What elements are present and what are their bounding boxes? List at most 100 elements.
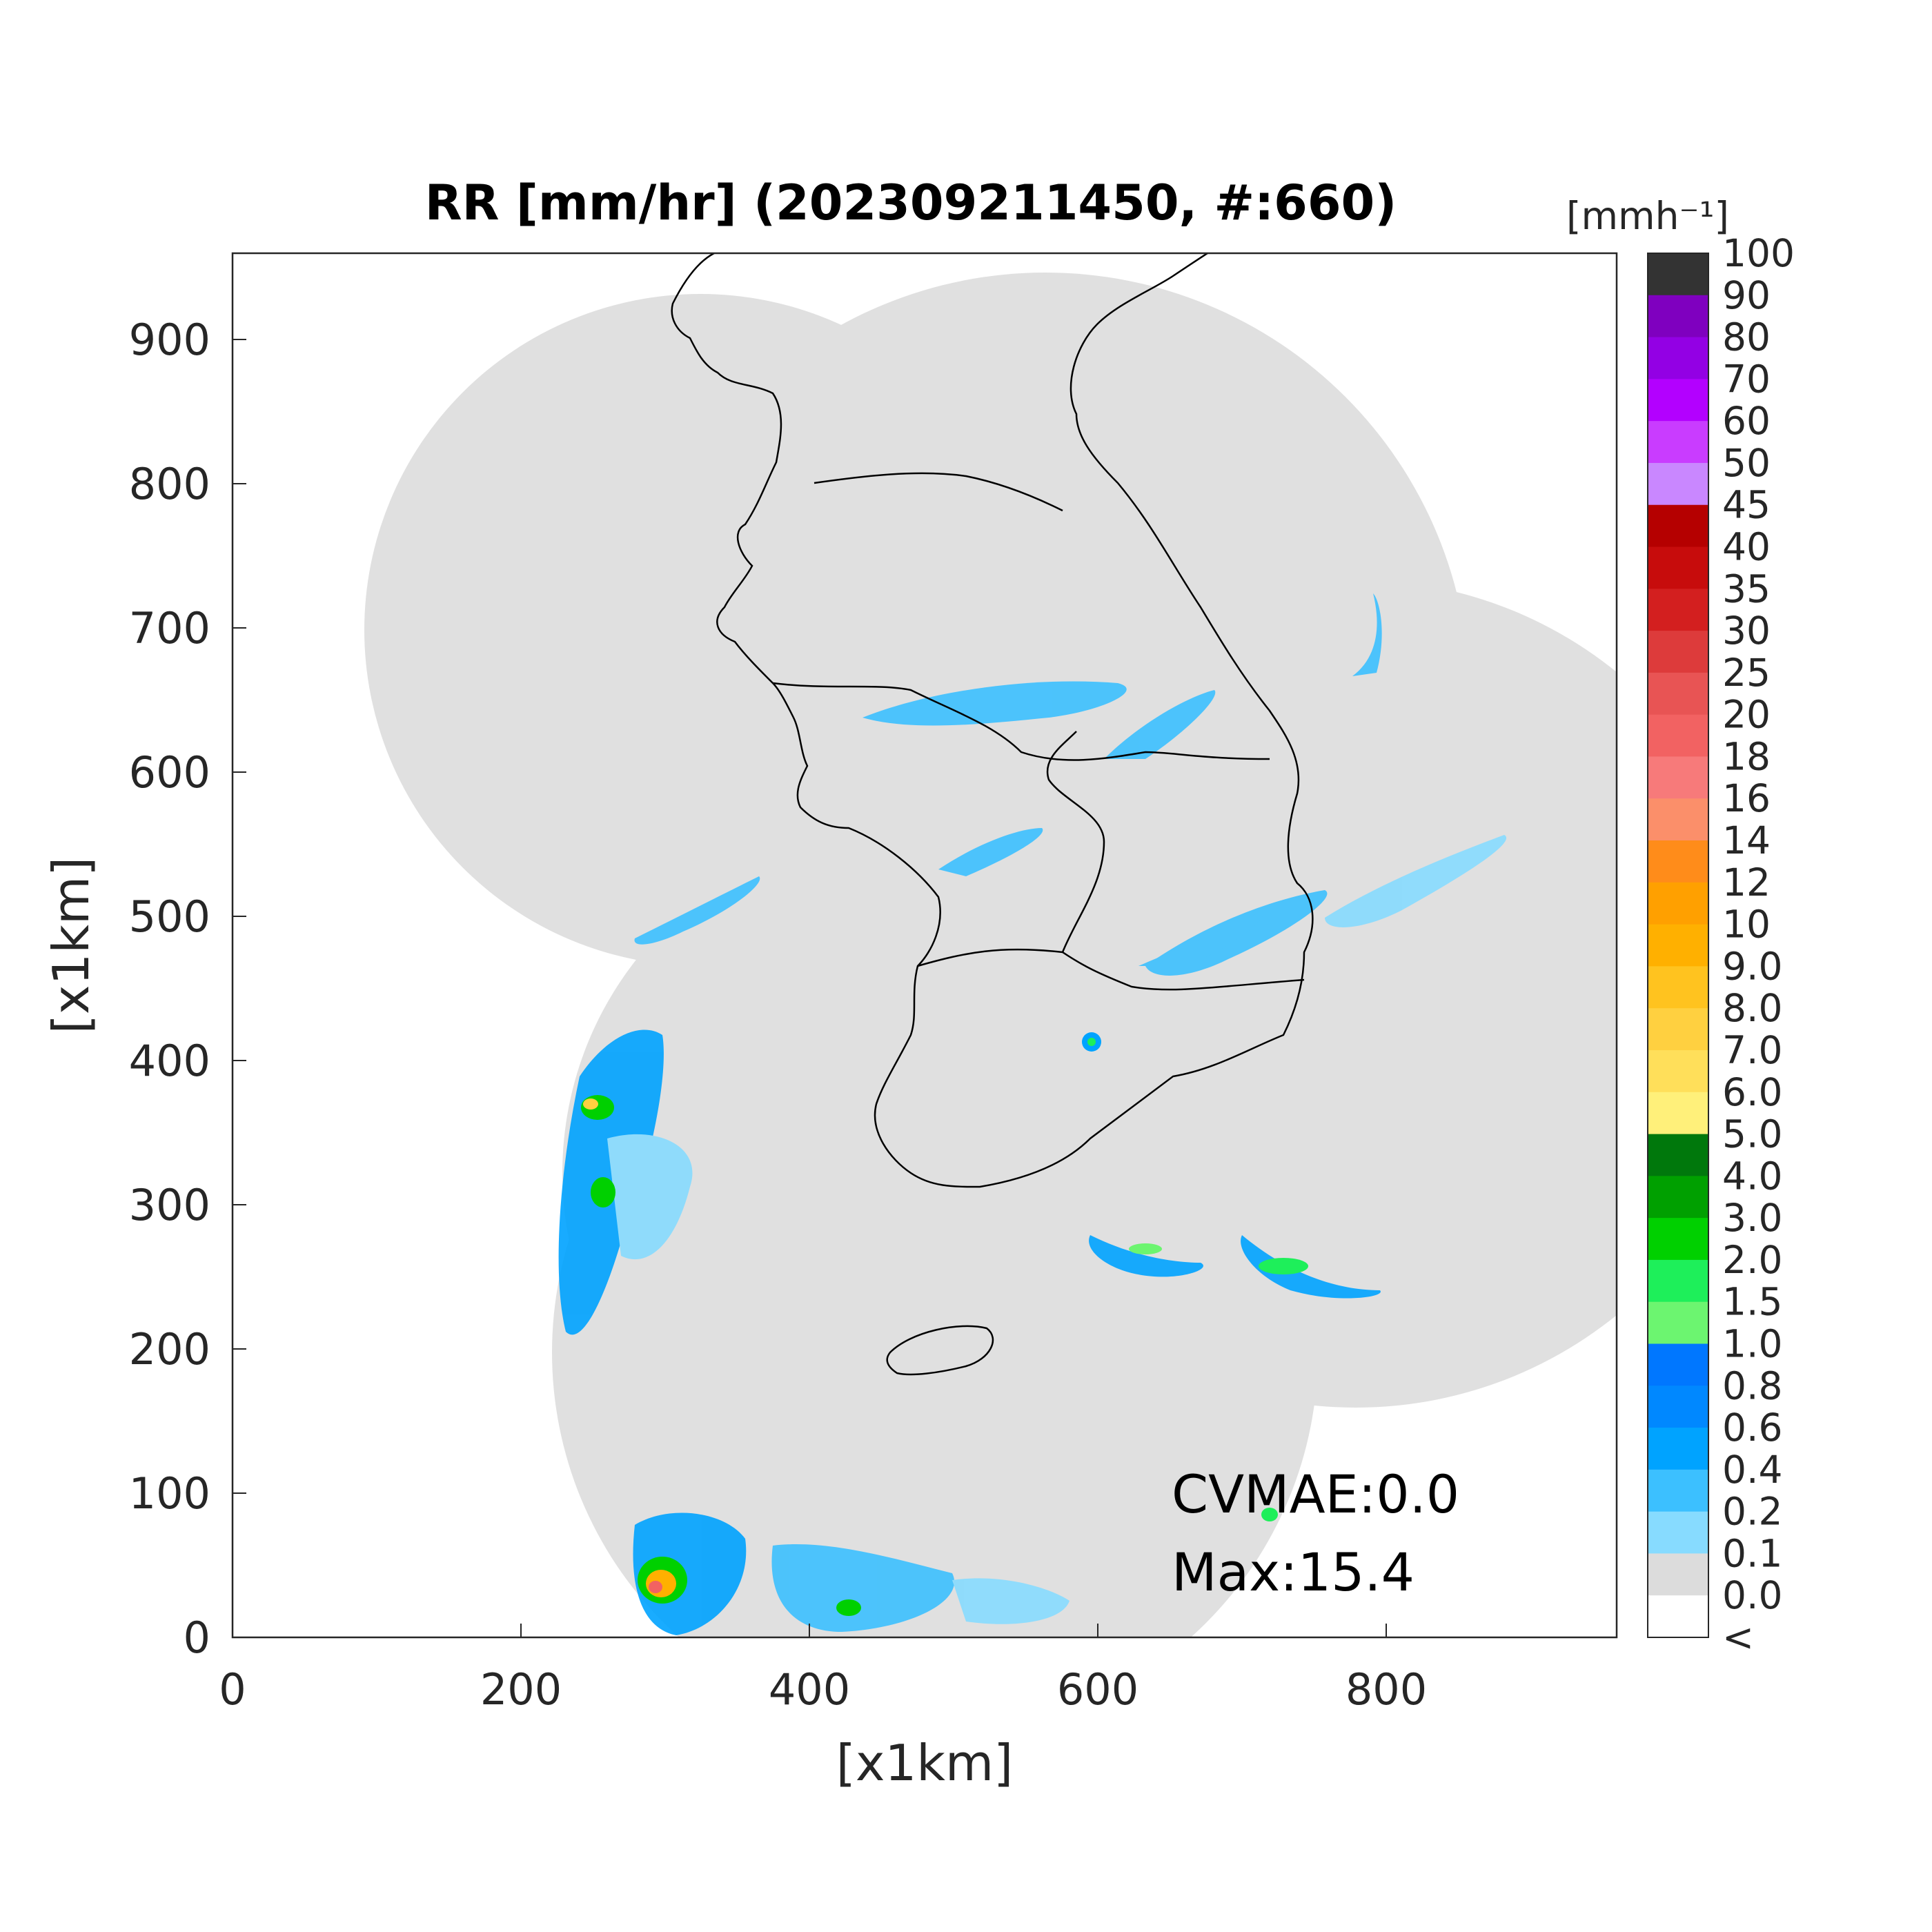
colorbar-level-label: 16 [1722, 776, 1771, 820]
colorbar-level-label: 40 [1722, 525, 1771, 569]
cell-green-southeast-2 [1129, 1243, 1162, 1254]
y-tick-label: 0 [184, 1613, 210, 1663]
x-tick-label: 600 [1057, 1664, 1138, 1715]
cell-green-south-2 [836, 1599, 861, 1616]
x-axis-ticks [232, 1624, 1387, 1637]
colorbar-level-label: 0.2 [1722, 1490, 1782, 1534]
colorbar-swatch [1648, 337, 1708, 379]
echo-band-central [862, 681, 1127, 726]
cell-green-far-southeast [1261, 1508, 1278, 1521]
colorbar-level-label: 1.5 [1722, 1280, 1782, 1324]
colorbar-swatch [1648, 421, 1708, 464]
colorbar-level-label: 70 [1722, 357, 1771, 401]
colorbar-level-label: 1.0 [1722, 1321, 1782, 1366]
cvmae-annotation: CVMAE:0.0 [1172, 1463, 1459, 1525]
colorbar-level-label: 50 [1722, 441, 1771, 485]
colorbar-swatch [1648, 379, 1708, 422]
colorbar-swatch [1648, 882, 1708, 925]
x-axis-label: [x1km] [836, 1734, 1013, 1792]
echo-cluster-west-2 [607, 1134, 693, 1260]
colorbar-level-label: 14 [1722, 818, 1771, 862]
colorbar-swatch [1648, 1595, 1708, 1638]
echo-band-southeast-2 [1241, 1235, 1381, 1299]
cell-center-core [1087, 1038, 1096, 1046]
y-tick-label: 200 [129, 1324, 210, 1374]
colorbar-swatch [1648, 966, 1708, 1009]
y-tick-label: 800 [129, 459, 210, 509]
colorbar-level-label: 60 [1722, 399, 1771, 443]
colorbar-swatch [1648, 295, 1708, 338]
colorbar-unit-label: [mmh⁻¹] [1566, 194, 1729, 238]
colorbar-level-label: 8.0 [1722, 986, 1782, 1030]
x-tick-labels: 0 200 400 600 800 [219, 1664, 1427, 1715]
y-tick-label: 500 [129, 891, 210, 942]
colorbar-level-label: 0.0 [1722, 1573, 1782, 1617]
y-tick-label: 600 [129, 747, 210, 798]
echo-streak-center [938, 828, 1043, 876]
y-tick-labels: 0 100 200 300 400 500 600 700 800 900 [129, 315, 210, 1663]
colorbar-level-label: 4.0 [1722, 1154, 1782, 1198]
echo-band-east-3 [1352, 593, 1382, 676]
cell-green-southeast [1259, 1258, 1308, 1274]
colorbar-swatch [1648, 1511, 1708, 1555]
colorbar-swatch [1648, 546, 1708, 589]
colorbar-level-label: 0.1 [1722, 1531, 1782, 1575]
plot-area: 0 200 400 600 800 0 100 200 300 400 500 … [42, 252, 1618, 1792]
y-tick-label: 300 [129, 1180, 210, 1230]
colorbar-swatch [1648, 504, 1708, 548]
echo-streak-ne [1104, 690, 1216, 759]
x-tick-label: 400 [769, 1664, 850, 1715]
korea-outline [671, 253, 1314, 1188]
colorbar-level-label: 25 [1722, 651, 1771, 695]
colorbar-level-label: 30 [1722, 609, 1771, 653]
colorbar-swatch [1648, 756, 1708, 799]
colorbar-swatch [1648, 1301, 1708, 1345]
echo-streak-mid [1138, 911, 1264, 966]
colorbar-swatch [1648, 1428, 1708, 1470]
echo-cluster-south-2 [771, 1544, 955, 1632]
colorbar-level-label: 0.6 [1722, 1406, 1782, 1450]
colorbar-swatch [1648, 253, 1708, 296]
echo-band-east-2 [1325, 835, 1507, 927]
y-axis-label: [x1km] [42, 857, 100, 1034]
inland-boundary-1 [772, 682, 1270, 761]
colorbar-swatch [1648, 924, 1708, 967]
colorbar-level-label: 0.8 [1722, 1363, 1782, 1408]
colorbar-level-label: 6.0 [1722, 1070, 1782, 1114]
precipitation-echoes [558, 593, 1507, 1635]
axes-frame [231, 252, 1618, 1639]
inland-boundary-4 [814, 472, 1063, 512]
colorbar-level-label: 10 [1722, 903, 1771, 947]
colorbar-level-label: 5.0 [1722, 1112, 1782, 1156]
colorbar-level-label: 80 [1722, 315, 1771, 359]
colorbar-swatch [1648, 1259, 1708, 1303]
colorbar-swatch [1648, 1134, 1708, 1176]
x-tick-label: 0 [219, 1664, 246, 1715]
colorbar-level-label: 9.0 [1722, 944, 1782, 988]
colorbar-level-label: 100 [1722, 231, 1795, 275]
x-tick-label: 200 [480, 1664, 562, 1715]
echo-band-southeast [1089, 1235, 1203, 1277]
inland-boundary-2 [917, 948, 1305, 991]
colorbar-swatches [1648, 253, 1708, 1638]
y-tick-label: 700 [129, 603, 210, 653]
colorbar-labels: 100908070605045403530252018161412109.08.… [1722, 231, 1795, 1659]
colorbar-swatch [1648, 1386, 1708, 1428]
colorbar-level-label: < [1722, 1615, 1754, 1659]
colorbar-swatch [1648, 714, 1708, 758]
cell-green-west-2 [591, 1177, 615, 1208]
colorbar-swatch [1648, 462, 1708, 506]
colorbar-swatch [1648, 1176, 1708, 1219]
heavy-cells [581, 1032, 1308, 1616]
x-tick-label: 800 [1346, 1664, 1427, 1715]
colorbar-level-label: 18 [1722, 734, 1771, 778]
colorbar-swatch [1648, 1218, 1708, 1261]
cell-yellow-west [583, 1098, 598, 1110]
colorbar-swatch [1648, 1553, 1708, 1596]
echo-cluster-south-1 [633, 1512, 747, 1635]
colorbar-swatch [1648, 798, 1708, 841]
colorbar-level-label: 2.0 [1722, 1238, 1782, 1282]
colorbar-level-label: 20 [1722, 693, 1771, 737]
colorbar-level-label: 45 [1722, 483, 1771, 527]
